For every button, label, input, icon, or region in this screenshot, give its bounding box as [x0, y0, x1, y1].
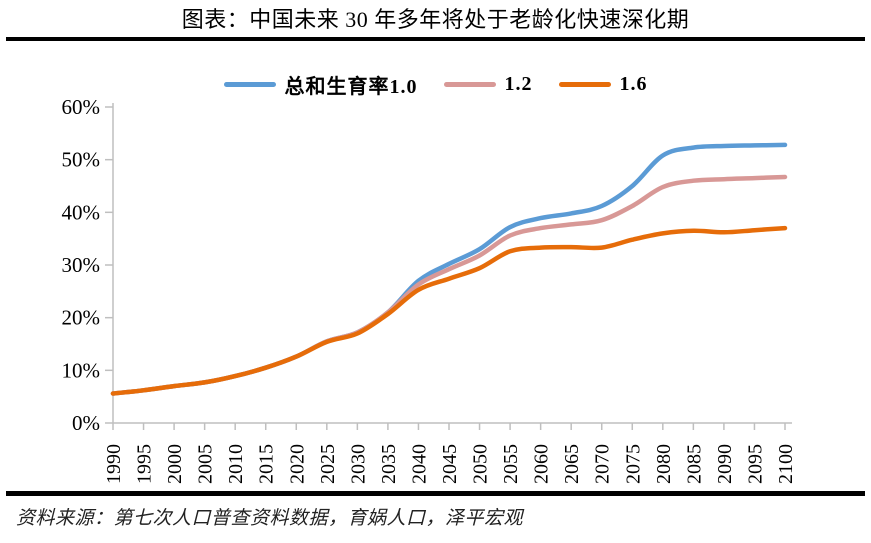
x-tick-label: 2080 — [653, 444, 675, 484]
x-tick-label: 2035 — [378, 444, 400, 484]
x-tick-label: 2010 — [225, 444, 247, 484]
legend-item-1: 总和生育率1.0 — [223, 70, 418, 99]
y-tick-label: 20% — [62, 306, 101, 330]
x-tick-label: 2095 — [745, 444, 767, 484]
y-tick-label: 30% — [62, 253, 101, 277]
title-divider — [6, 37, 865, 41]
x-tick-label: 2060 — [531, 444, 553, 484]
x-tick-label: 2070 — [592, 444, 614, 484]
legend-swatch-icon — [443, 82, 496, 87]
source-note: 资料来源：第七次人口普查资料数据，育娲人口，泽平宏观 — [16, 508, 524, 529]
x-tick-label: 2085 — [683, 444, 705, 484]
x-tick-label: 2090 — [714, 444, 736, 484]
x-tick-label: 2065 — [561, 444, 583, 484]
x-tick-label: 1990 — [103, 444, 125, 484]
x-tick-label: 2000 — [164, 444, 186, 484]
x-tick-label: 2020 — [286, 444, 308, 484]
x-tick-label: 2055 — [500, 444, 522, 484]
y-tick-label: 10% — [62, 358, 101, 382]
chart-legend: 总和生育率1.0 1.2 1.6 — [0, 70, 871, 99]
y-tick-label: 50% — [62, 148, 101, 172]
legend-label: 总和生育率1.0 — [284, 76, 418, 98]
x-tick-label: 1995 — [134, 444, 156, 484]
x-tick-label: 2100 — [775, 444, 797, 484]
x-tick-label: 2025 — [317, 444, 339, 484]
y-tick-label: 0% — [72, 411, 100, 435]
x-tick-label: 2045 — [439, 444, 461, 484]
legend-item-2: 1.2 — [443, 73, 533, 96]
legend-swatch-icon — [223, 82, 276, 87]
series-line-3 — [110, 225, 788, 396]
x-tick-label: 2030 — [347, 444, 369, 484]
legend-label: 1.6 — [619, 73, 648, 95]
y-tick-label: 40% — [62, 200, 101, 224]
x-tick-label: 2050 — [470, 444, 492, 484]
x-tick-label: 2005 — [195, 444, 217, 484]
x-tick-label: 2015 — [256, 444, 278, 484]
legend-swatch-icon — [558, 82, 611, 87]
x-tick-label: 2075 — [622, 444, 644, 484]
y-tick-label: 60% — [62, 95, 101, 119]
footer-divider — [6, 491, 865, 496]
legend-item-3: 1.6 — [558, 73, 648, 96]
series-line-2 — [110, 174, 788, 396]
x-tick-label: 2040 — [409, 444, 431, 484]
chart-title: 图表：中国未来 30 年多年将处于老龄化快速深化期 — [181, 7, 690, 32]
legend-label: 1.2 — [504, 73, 533, 95]
